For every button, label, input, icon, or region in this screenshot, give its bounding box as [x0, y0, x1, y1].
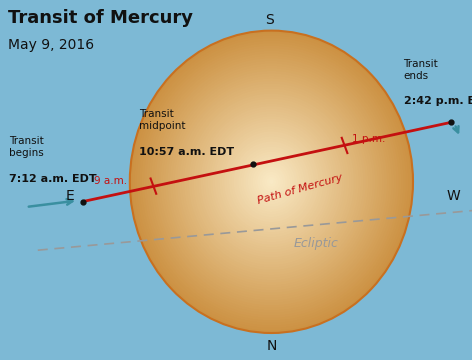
Ellipse shape — [177, 81, 366, 283]
Ellipse shape — [253, 162, 290, 202]
Text: N: N — [266, 339, 277, 352]
Ellipse shape — [212, 119, 330, 245]
Text: Path of Mercury: Path of Mercury — [256, 172, 344, 206]
Ellipse shape — [262, 172, 281, 192]
Text: 2:42 p.m. EDT: 2:42 p.m. EDT — [404, 96, 472, 106]
Ellipse shape — [132, 33, 411, 330]
Ellipse shape — [224, 131, 319, 232]
Ellipse shape — [172, 76, 371, 288]
Text: 1 p.m.: 1 p.m. — [352, 134, 385, 144]
Ellipse shape — [170, 73, 373, 290]
Text: May 9, 2016: May 9, 2016 — [8, 38, 94, 52]
Ellipse shape — [179, 84, 363, 280]
Ellipse shape — [201, 106, 342, 257]
Ellipse shape — [165, 68, 378, 295]
Ellipse shape — [151, 53, 392, 310]
Ellipse shape — [182, 86, 361, 278]
Text: E: E — [66, 189, 74, 203]
Text: 10:57 a.m. EDT: 10:57 a.m. EDT — [139, 147, 235, 157]
Ellipse shape — [146, 48, 396, 315]
Ellipse shape — [231, 139, 312, 225]
Ellipse shape — [194, 99, 349, 265]
Text: Transit
midpoint: Transit midpoint — [139, 109, 186, 131]
Ellipse shape — [219, 126, 323, 237]
Ellipse shape — [264, 174, 278, 189]
Ellipse shape — [241, 149, 302, 215]
Ellipse shape — [208, 114, 335, 250]
Text: Transit
begins: Transit begins — [9, 136, 44, 158]
Ellipse shape — [222, 129, 321, 235]
Ellipse shape — [227, 134, 316, 230]
Ellipse shape — [203, 109, 340, 255]
Ellipse shape — [158, 61, 385, 303]
Ellipse shape — [153, 56, 389, 308]
Ellipse shape — [191, 96, 352, 267]
Ellipse shape — [144, 46, 399, 318]
Ellipse shape — [250, 159, 293, 204]
Ellipse shape — [189, 94, 354, 270]
Ellipse shape — [269, 179, 274, 184]
Ellipse shape — [260, 169, 283, 194]
Text: Ecliptic: Ecliptic — [294, 237, 339, 249]
Ellipse shape — [163, 66, 380, 298]
Ellipse shape — [255, 164, 288, 199]
Text: Transit
ends: Transit ends — [404, 59, 438, 81]
Ellipse shape — [196, 101, 347, 262]
Ellipse shape — [139, 41, 404, 323]
Ellipse shape — [175, 78, 368, 285]
Ellipse shape — [238, 147, 304, 217]
Ellipse shape — [142, 43, 401, 320]
Ellipse shape — [186, 91, 356, 273]
Ellipse shape — [210, 116, 333, 247]
Ellipse shape — [217, 124, 326, 240]
Ellipse shape — [156, 58, 387, 305]
Ellipse shape — [149, 51, 394, 313]
Ellipse shape — [243, 152, 300, 212]
Ellipse shape — [267, 177, 276, 187]
Ellipse shape — [245, 154, 297, 210]
Ellipse shape — [135, 36, 408, 328]
Ellipse shape — [198, 104, 345, 260]
Text: W: W — [446, 189, 460, 203]
Ellipse shape — [205, 111, 337, 252]
Ellipse shape — [236, 144, 307, 220]
Ellipse shape — [168, 71, 375, 293]
Text: S: S — [265, 13, 273, 27]
Ellipse shape — [137, 38, 406, 325]
Text: Transit of Mercury: Transit of Mercury — [8, 9, 194, 27]
Ellipse shape — [184, 89, 359, 275]
Ellipse shape — [130, 31, 413, 333]
Ellipse shape — [229, 136, 314, 227]
Text: 9 a.m.: 9 a.m. — [94, 176, 127, 186]
Ellipse shape — [215, 121, 328, 242]
Ellipse shape — [160, 63, 382, 300]
Ellipse shape — [257, 167, 286, 197]
Text: 7:12 a.m. EDT: 7:12 a.m. EDT — [9, 174, 97, 184]
Ellipse shape — [234, 141, 309, 222]
Ellipse shape — [248, 157, 295, 207]
